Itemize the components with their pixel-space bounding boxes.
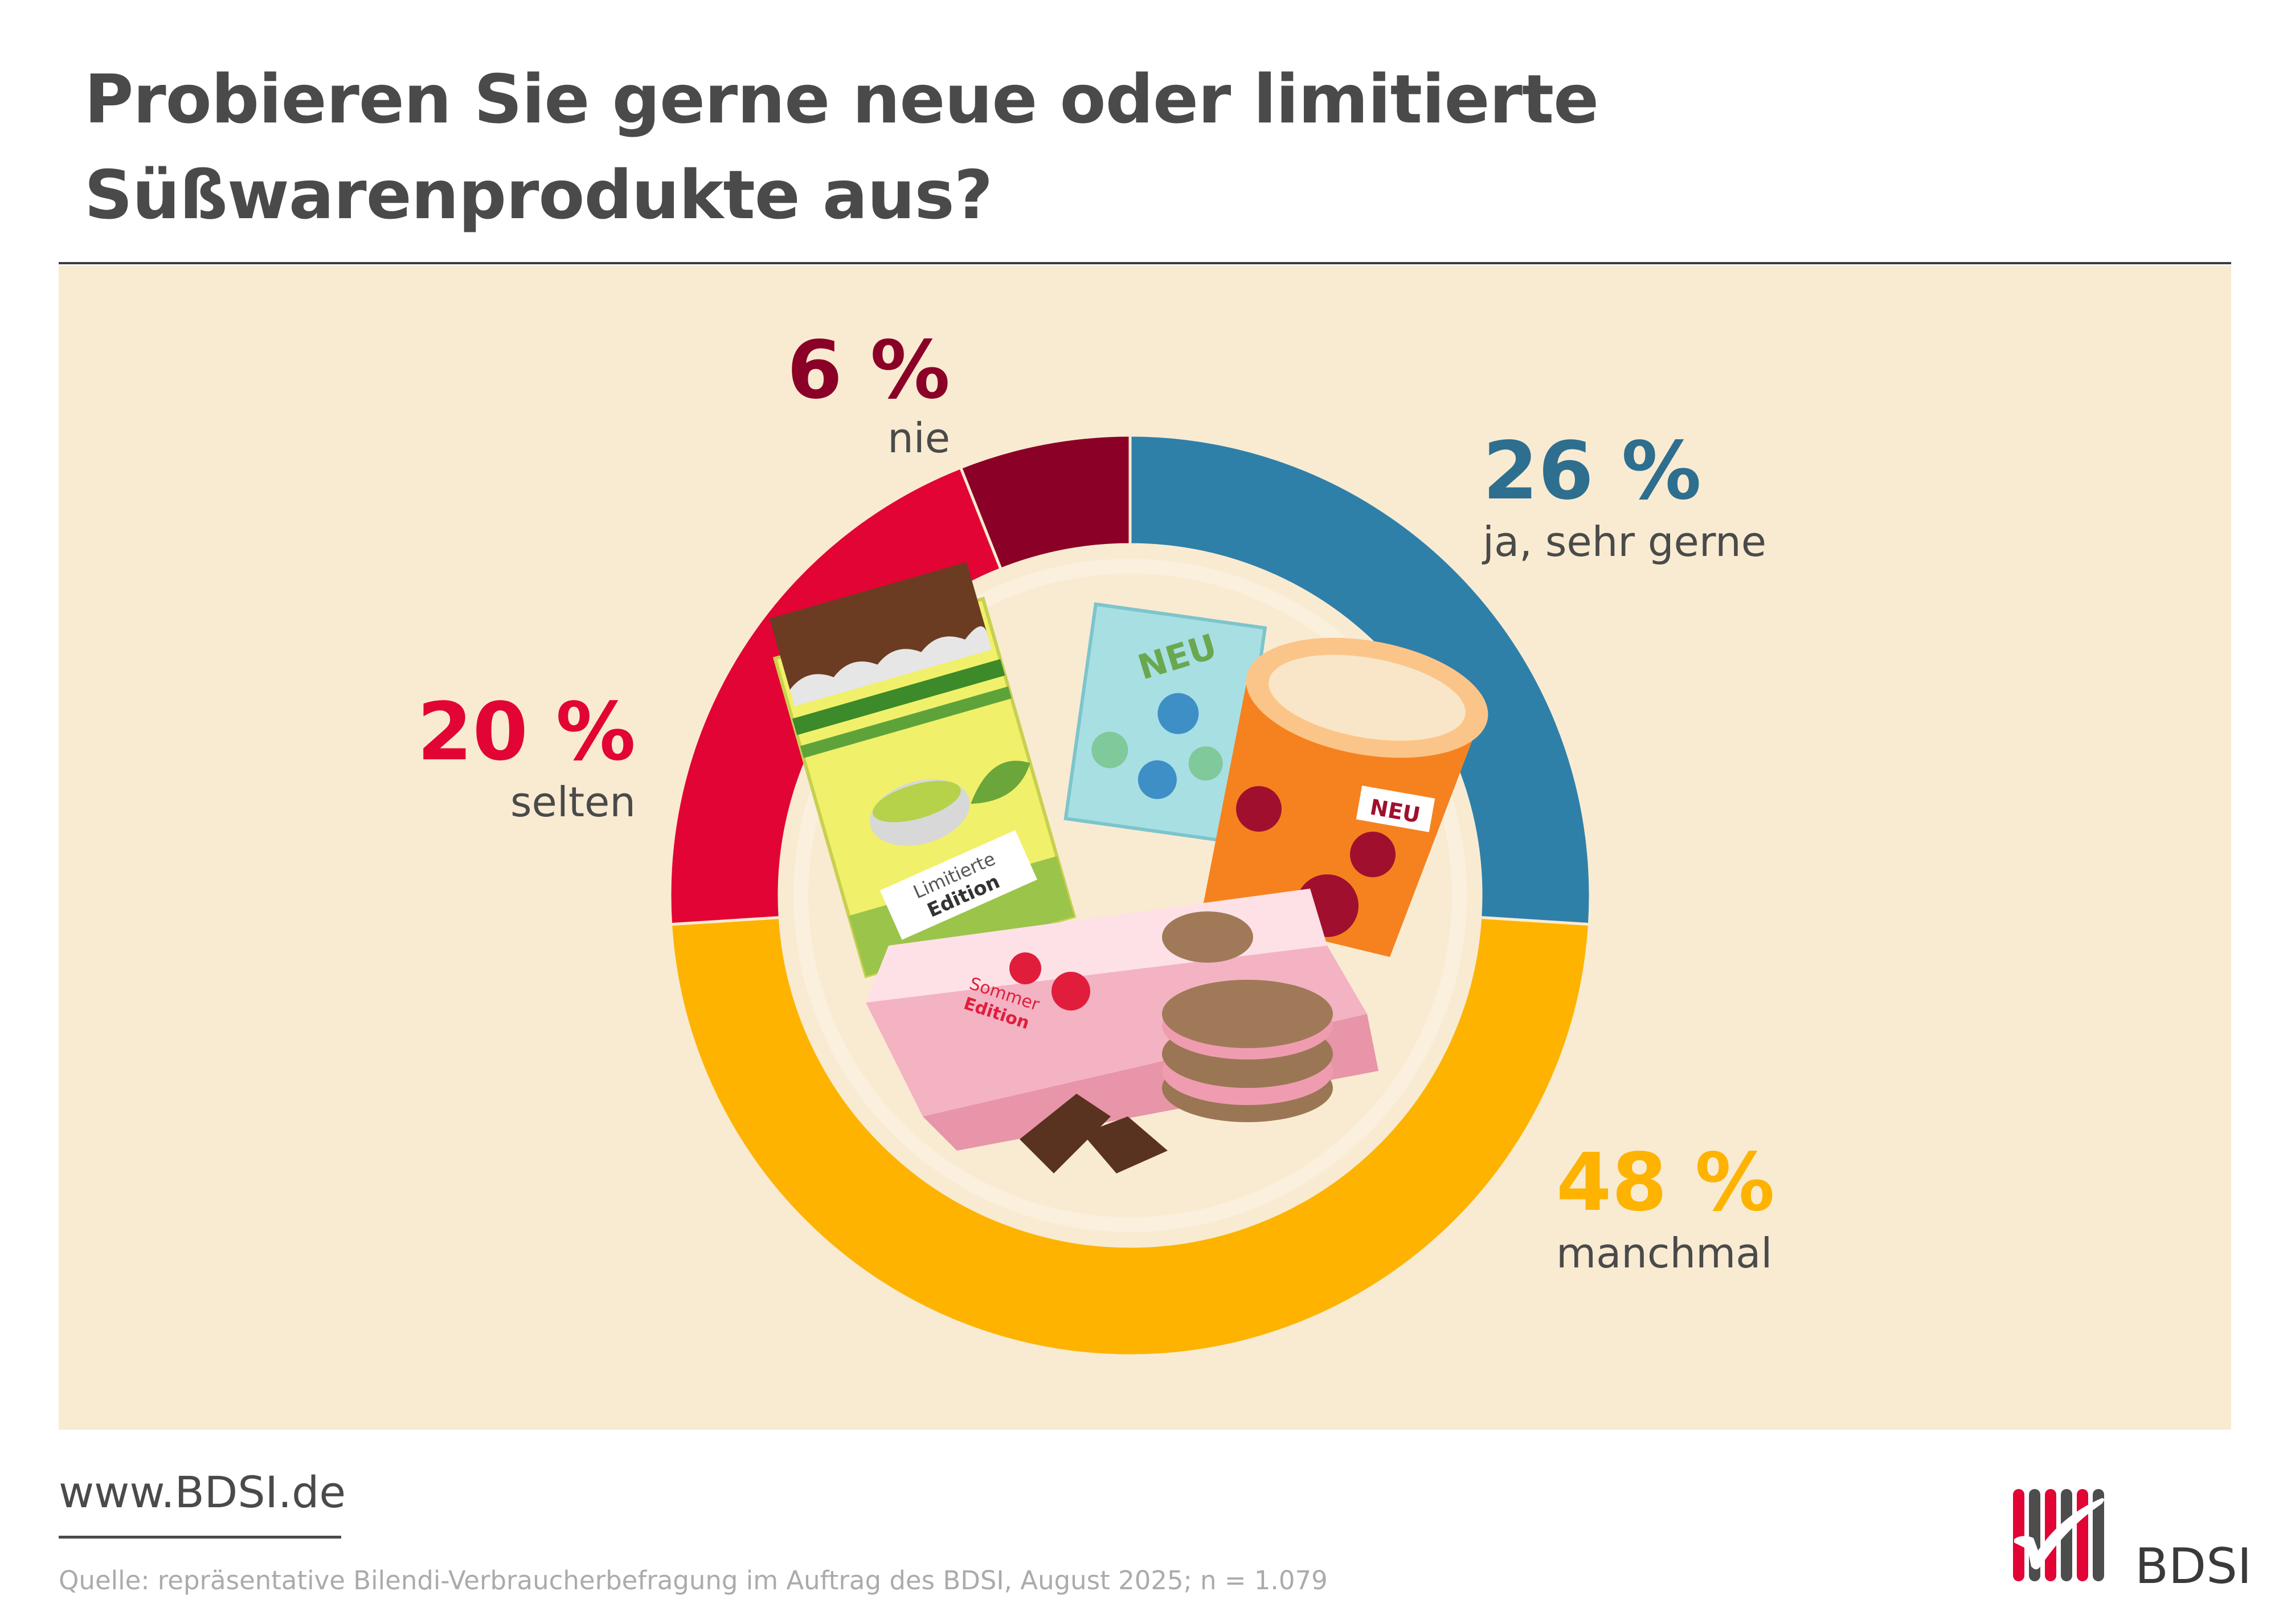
- title-line-1: Probieren Sie gerne neue oder limitierte: [84, 60, 1599, 138]
- chocolate-pieces: [769, 562, 987, 690]
- ice-cream-cup: NEU: [1202, 637, 1488, 957]
- title-divider: [59, 262, 2231, 264]
- website-link[interactable]: www.BDSI.de: [59, 1467, 346, 1517]
- label-ja: ja, sehr gerne: [1482, 518, 1766, 566]
- sweets-illustration: Limitierte Edition NEU NEU: [769, 562, 1488, 1173]
- slice-labels: 6 % nie 26 % ja, sehr gerne 20 % selten …: [417, 324, 1775, 1277]
- label-nie: nie: [887, 414, 950, 462]
- chocolate-bar-package: Limitierte Edition: [769, 562, 1077, 979]
- title-line-2: Süßwarenprodukte aus?: [84, 156, 993, 234]
- label-value-manchmal: 48 %: [1556, 1136, 1775, 1229]
- website-underline: [59, 1536, 341, 1539]
- page-title: Probieren Sie gerne neue oder limitierte…: [84, 51, 1599, 243]
- bdsi-logo-icon: [2013, 1489, 2104, 1581]
- chocolate-pieces-loose: [1020, 1094, 1168, 1173]
- leaf: [971, 760, 1030, 804]
- cookies: [1162, 911, 1333, 1122]
- source-note: Quelle: repräsentative Bilendi-Verbrauch…: [59, 1565, 1328, 1596]
- label-value-nie: 6 %: [787, 324, 950, 417]
- gummy-bear-bag: NEU: [1063, 602, 1267, 845]
- donut-slice-nie: [959, 433, 1132, 571]
- label-value-selten: 20 %: [417, 686, 636, 779]
- label-selten: selten: [510, 778, 636, 826]
- donut-slice-ja-sehr-gerne: [1128, 433, 1592, 926]
- label-manchmal: manchmal: [1556, 1229, 1772, 1277]
- bdsi-logo-text: BDSI: [2135, 1538, 2252, 1595]
- label-value-ja: 26 %: [1483, 425, 1701, 518]
- donut-slice-manchmal: [669, 916, 1591, 1357]
